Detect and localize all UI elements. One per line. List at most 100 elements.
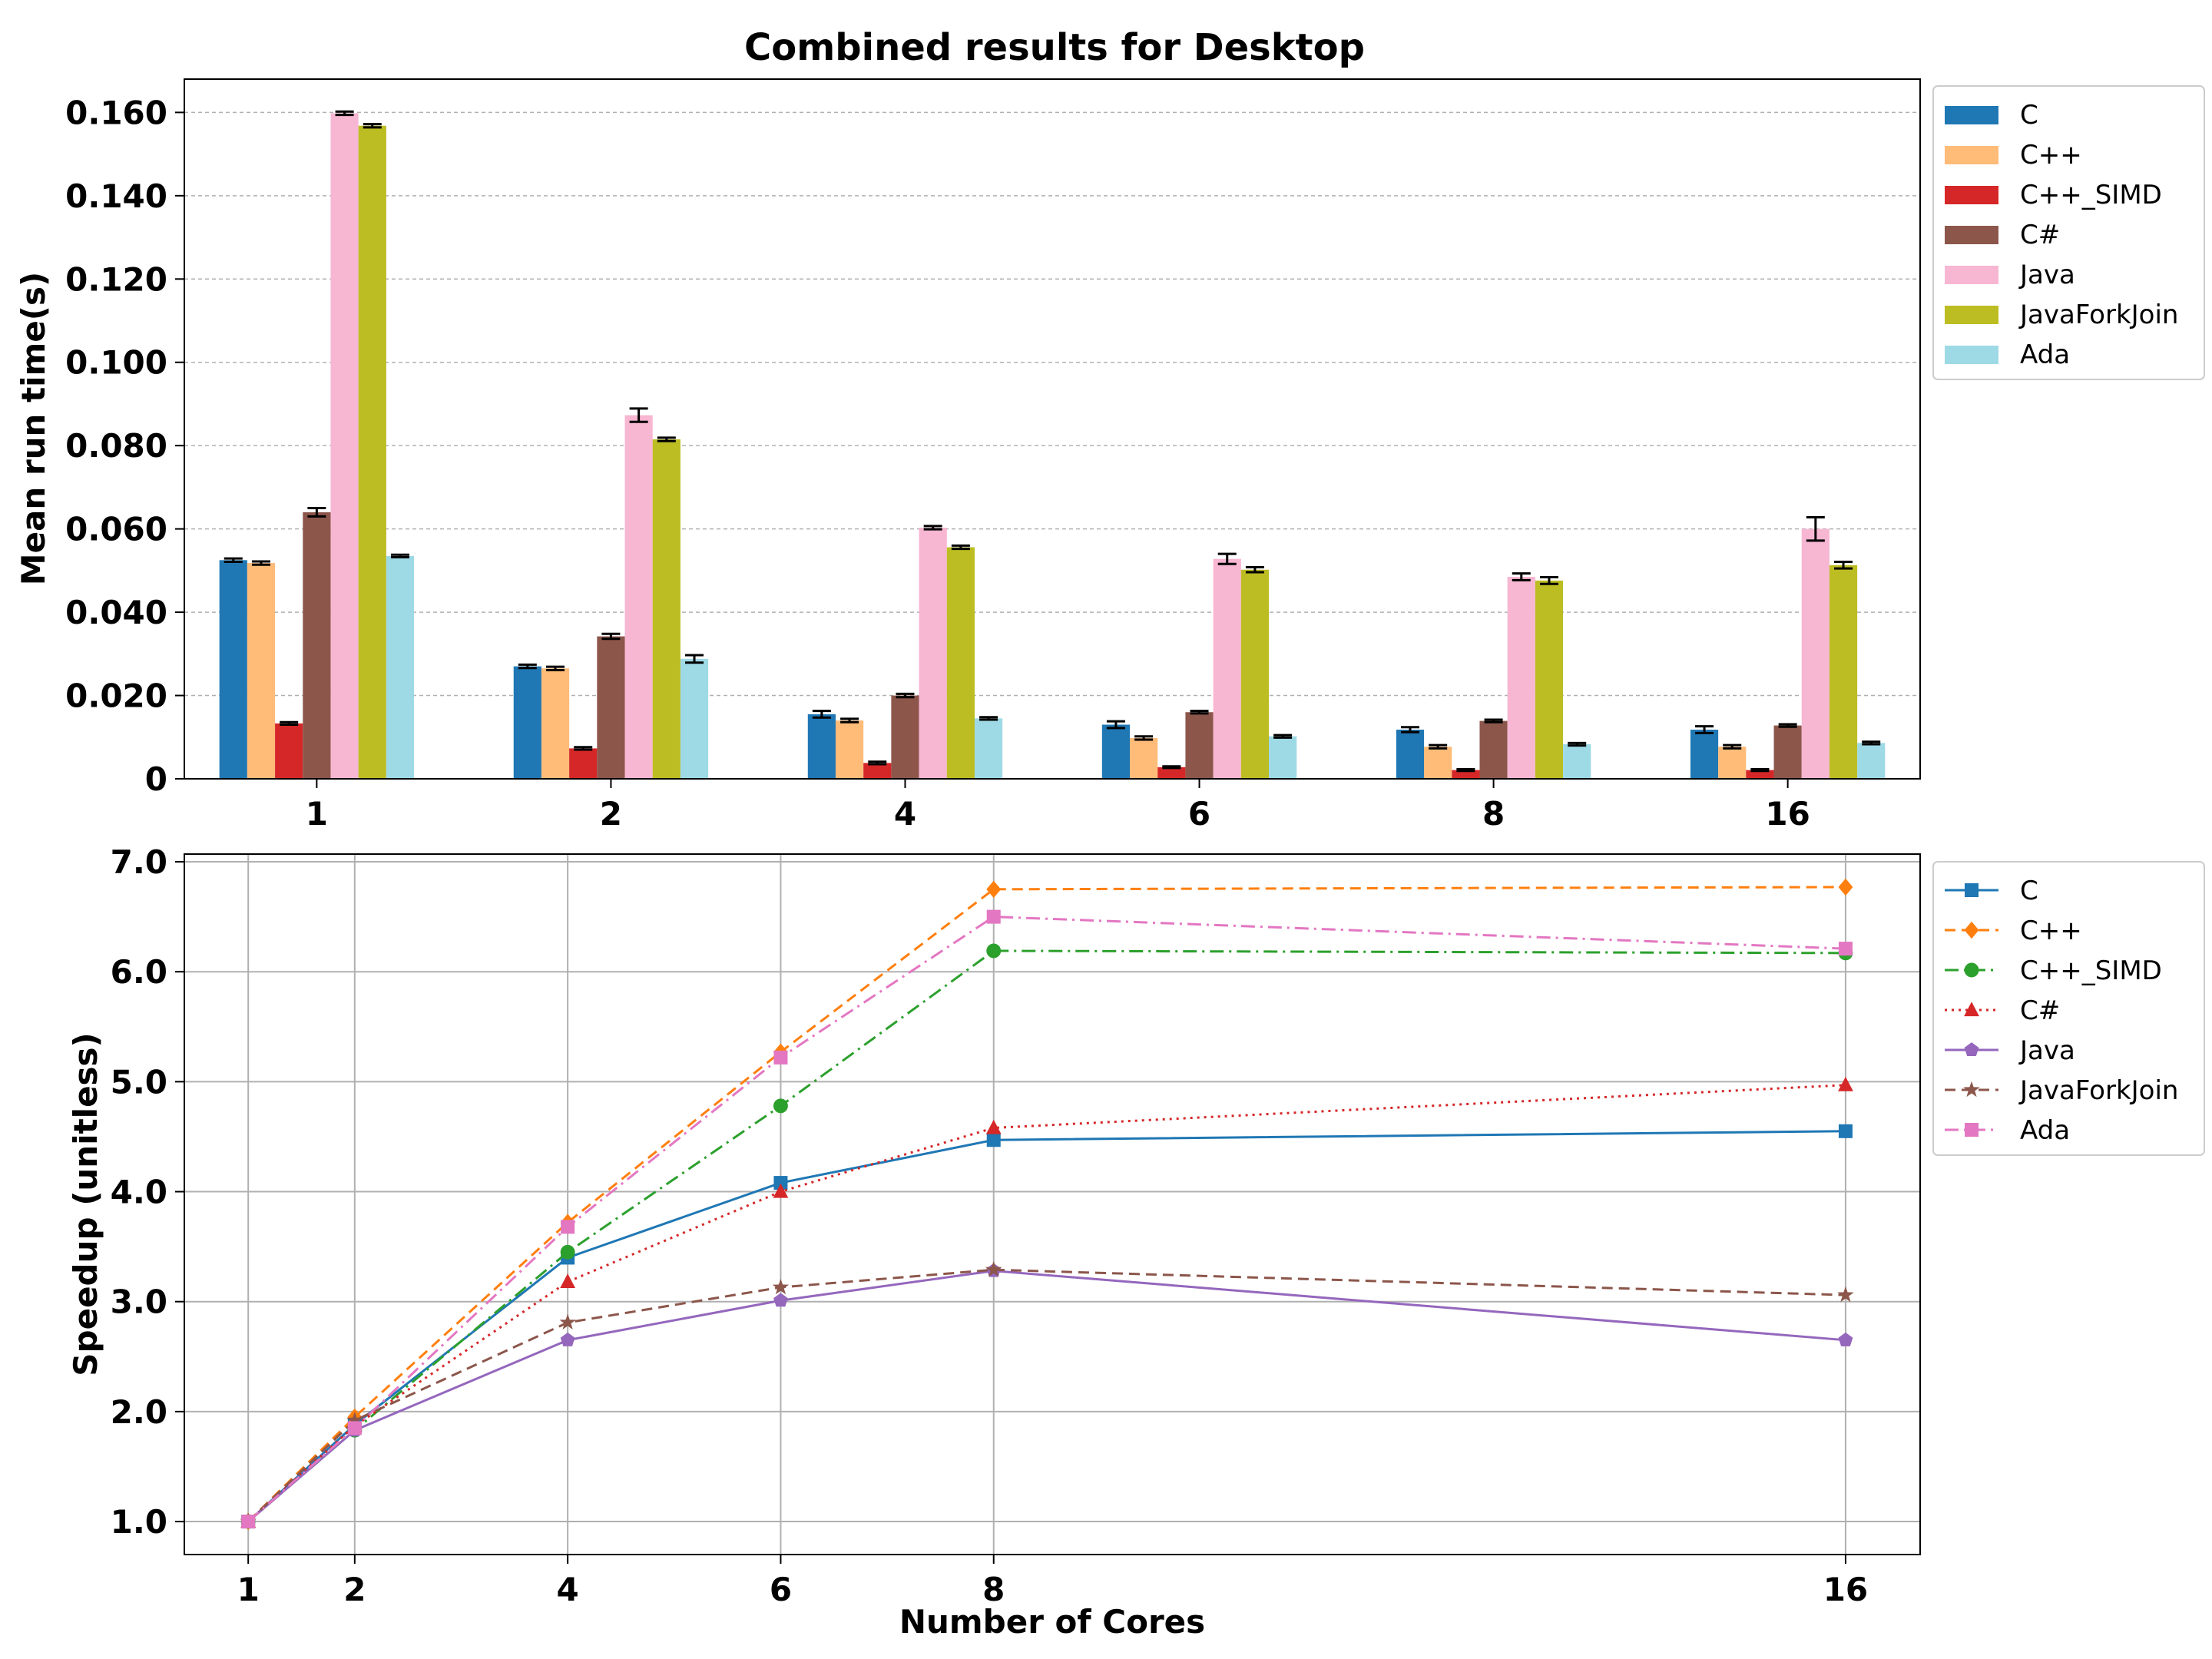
- bar-plot-frame: [184, 78, 1921, 780]
- bar-x-tick-label: 8: [1482, 795, 1505, 833]
- bar-series: [219, 110, 1886, 780]
- bar: [1396, 730, 1425, 779]
- bar: [247, 563, 276, 779]
- bar: [1424, 747, 1452, 779]
- line-grid: [184, 854, 1920, 1555]
- bar-grid: [184, 111, 1920, 697]
- bar: [624, 415, 653, 779]
- bar-y-tick-label: 0.100: [65, 344, 167, 382]
- data-point: [560, 1332, 575, 1346]
- bar: [1213, 558, 1241, 779]
- line-series-ada: [241, 909, 1853, 1529]
- data-point: [986, 880, 1002, 899]
- line-legend-box: [1932, 861, 2205, 1156]
- line-legend-marker: [1965, 1123, 1979, 1137]
- figure-title: Combined results for Desktop: [744, 26, 1365, 69]
- line-y-tick-label: 7.0: [111, 843, 167, 881]
- bar: [891, 695, 919, 779]
- line-legend: C C++ C++_SIMD C# Java JavaForkJoin Ada: [1932, 861, 2205, 1156]
- line-legend-label: Java: [2018, 1035, 2075, 1066]
- bar: [835, 720, 864, 779]
- line-series: [240, 878, 1854, 1531]
- data-point: [347, 1421, 362, 1435]
- data-point: [1838, 1332, 1853, 1346]
- line-legend-marker: [1964, 962, 1979, 978]
- bar: [1746, 770, 1774, 779]
- data-point: [986, 943, 1002, 959]
- bar-y-tick-label: 0.060: [65, 511, 167, 548]
- bar: [219, 560, 247, 779]
- bar: [1535, 580, 1564, 779]
- line-legend-label: C++_SIMD: [2020, 955, 2162, 986]
- data-point: [773, 1176, 788, 1190]
- bar-legend-label: C++_SIMD: [2020, 180, 2162, 210]
- bar: [1563, 743, 1591, 779]
- line-x-tick-label: 1: [237, 1571, 260, 1608]
- bar: [1829, 565, 1858, 779]
- bar: [652, 439, 680, 779]
- bar: [1857, 743, 1886, 779]
- bar: [303, 512, 331, 779]
- data-point: [560, 1273, 576, 1289]
- bar: [1269, 736, 1297, 779]
- bar: [1101, 724, 1131, 779]
- bar: [946, 547, 975, 779]
- bar-legend-label: JavaForkJoin: [2018, 300, 2178, 330]
- line-legend-marker: [1965, 883, 1979, 897]
- line-legend-marker: [1964, 1042, 1979, 1057]
- bar-x-tick-label: 4: [894, 795, 916, 833]
- bar-legend-swatch: [1945, 226, 1998, 244]
- series-line: [247, 886, 1846, 1523]
- data-point: [986, 1133, 1001, 1147]
- bar-y-tick-label: 0.120: [65, 260, 167, 298]
- bar-series-java: [330, 110, 1830, 780]
- bar: [569, 748, 598, 779]
- bar-legend-swatch: [1945, 106, 1998, 124]
- line-y-tick-label: 4.0: [111, 1174, 167, 1211]
- line-plot-frame: [184, 853, 1921, 1555]
- data-point: [1837, 1286, 1854, 1303]
- data-point: [1838, 878, 1853, 896]
- bar-legend-label: Ada: [2020, 339, 2070, 370]
- series-line: [247, 1270, 1846, 1523]
- bar: [541, 668, 570, 779]
- line-y-tick-label: 3.0: [111, 1283, 167, 1321]
- bar: [1801, 528, 1830, 779]
- line-legend-marker: [1964, 921, 1979, 939]
- bar-series-cpp-simd: [275, 720, 1774, 779]
- bar: [1690, 730, 1719, 779]
- bar-legend-swatch: [1945, 346, 1998, 364]
- bar: [680, 658, 709, 779]
- line-legend-label: C#: [2020, 995, 2060, 1026]
- bar: [597, 636, 625, 779]
- bar: [275, 723, 303, 779]
- bar-series-ada: [386, 553, 1886, 779]
- data-point: [985, 1119, 1002, 1134]
- data-point: [1838, 1124, 1853, 1138]
- bar-legend-label: C#: [2020, 220, 2060, 250]
- bar-y-tick-label: 0.040: [65, 594, 167, 631]
- line-chart: 1.0 2.0 3.0 4.0 5.0 6.0 7.0 1 2 4 6 8 16 Speedup (u…: [67, 843, 2205, 1641]
- bar-y-tick-label: 0: [145, 760, 167, 798]
- line-y-tick-label: 2.0: [111, 1393, 167, 1431]
- line-legend-label: C++: [2020, 916, 2082, 946]
- bar-x-tick-label: 6: [1188, 795, 1210, 833]
- line-legend-label: Ada: [2020, 1115, 2070, 1146]
- bar-series-cpp: [247, 560, 1747, 779]
- line-y-axis: 1.0 2.0 3.0 4.0 5.0 6.0 7.0: [111, 843, 184, 1541]
- line-x-axis-label: Number of Cores: [899, 1603, 1205, 1641]
- line-y-axis-label: Speedup (unitless): [67, 1032, 104, 1376]
- bar-legend: C C++ C++_SIMD C# Java JavaForkJoin Ada: [1932, 85, 2205, 380]
- bar-series-c: [219, 557, 1719, 779]
- bar-legend-box: [1932, 85, 2205, 380]
- bar: [1773, 725, 1802, 779]
- data-point: [773, 1098, 788, 1114]
- line-x-tick-label: 6: [770, 1571, 792, 1608]
- series-line: [247, 1084, 1846, 1523]
- series-line: [247, 916, 1846, 1523]
- data-point: [241, 1515, 256, 1529]
- bar: [1452, 770, 1480, 779]
- bar: [807, 714, 836, 779]
- data-point: [773, 1183, 789, 1198]
- line-x-tick-label: 8: [982, 1571, 1005, 1608]
